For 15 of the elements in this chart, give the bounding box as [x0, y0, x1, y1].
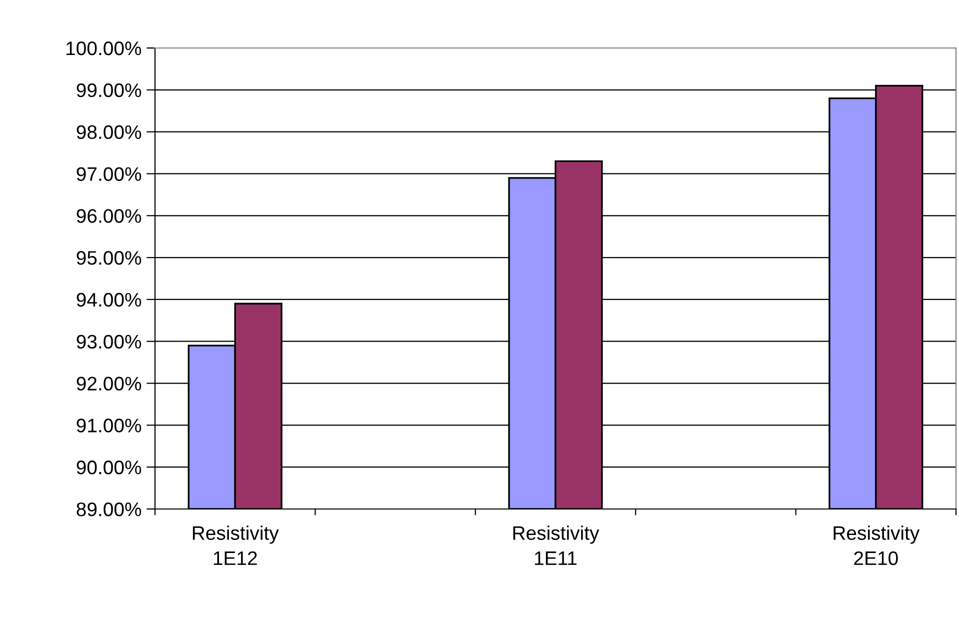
- y-tick-label: 99.00%: [76, 83, 142, 98]
- y-tick-label: 92.00%: [76, 376, 142, 391]
- x-tick-label: Resistivity 2E10: [834, 526, 920, 566]
- y-tick-label: 100.00%: [66, 41, 142, 56]
- x-tick-label: Resistivity 1E12: [192, 526, 279, 565]
- y-tick-label: 95.00%: [76, 251, 142, 265]
- x-tick-label: Resistivity 1E11: [513, 526, 600, 565]
- y-tick-label: 89.00%: [76, 502, 142, 516]
- y-tick-label: 98.00%: [76, 125, 142, 140]
- y-tick-label: 93.00%: [76, 334, 142, 349]
- y-tick-label: 94.00%: [76, 292, 142, 307]
- y-tick-label: 96.00%: [76, 209, 142, 223]
- y-tick-label: 91.00%: [76, 418, 142, 432]
- y-tick-label: 90.00%: [76, 460, 142, 474]
- y-tick-label: 97.00%: [76, 167, 142, 181]
